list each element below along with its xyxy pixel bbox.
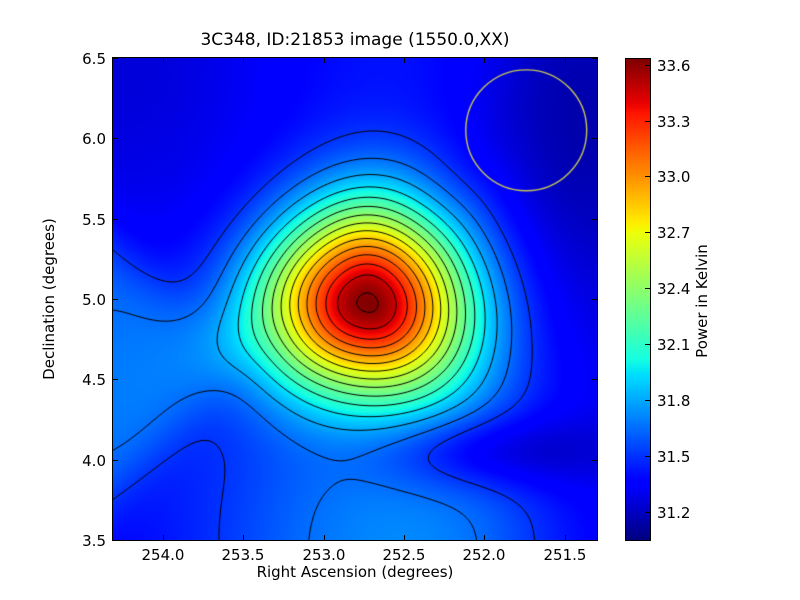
colorbar-tick-label: 31.5 xyxy=(657,448,691,466)
colorbar-tick-label: 31.8 xyxy=(657,392,691,410)
y-tick-label: 6.0 xyxy=(82,130,106,148)
colorbar-tick-mark xyxy=(645,288,650,289)
y-tick-mark xyxy=(113,138,118,139)
y-tick-mark xyxy=(113,299,118,300)
x-tick-label: 252.0 xyxy=(462,546,506,564)
y-tick-mark xyxy=(113,219,118,220)
x-tick-mark-top xyxy=(484,58,485,63)
y-tick-mark-right xyxy=(592,58,597,59)
colorbar-tick-mark xyxy=(645,456,650,457)
heatmap-canvas xyxy=(112,57,598,541)
y-tick-label: 3.5 xyxy=(82,532,106,550)
colorbar-tick-label: 32.7 xyxy=(657,224,691,242)
y-tick-mark-right xyxy=(592,540,597,541)
x-tick-mark-top xyxy=(565,58,566,63)
x-tick-mark xyxy=(163,535,164,540)
y-tick-mark xyxy=(113,540,118,541)
colorbar-label: Power in Kelvin xyxy=(693,244,711,358)
colorbar-tick-mark xyxy=(645,344,650,345)
x-tick-mark xyxy=(484,535,485,540)
x-tick-mark xyxy=(565,535,566,540)
colorbar-tick-label: 31.2 xyxy=(657,504,691,522)
x-tick-mark-top xyxy=(163,58,164,63)
x-tick-mark xyxy=(324,535,325,540)
colorbar-tick-mark xyxy=(645,400,650,401)
x-axis-label: Right Ascension (degrees) xyxy=(256,563,454,581)
x-tick-mark-top xyxy=(324,58,325,63)
y-tick-mark xyxy=(113,379,118,380)
x-tick-mark-top xyxy=(404,58,405,63)
x-tick-label: 252.5 xyxy=(382,546,426,564)
y-tick-mark-right xyxy=(592,299,597,300)
y-tick-mark-right xyxy=(592,379,597,380)
colorbar-tick-mark xyxy=(645,176,650,177)
colorbar-tick-mark xyxy=(645,121,650,122)
colorbar-tick-label: 32.4 xyxy=(657,280,691,298)
colorbar-tick-label: 33.0 xyxy=(657,168,691,186)
x-tick-mark-top xyxy=(243,58,244,63)
y-tick-label: 5.5 xyxy=(82,211,106,229)
x-tick-label: 254.0 xyxy=(141,546,185,564)
colorbar-tick-mark xyxy=(645,232,650,233)
colorbar-canvas xyxy=(625,58,651,541)
colorbar-tick-mark xyxy=(645,65,650,66)
y-tick-mark-right xyxy=(592,138,597,139)
y-tick-label: 5.0 xyxy=(82,291,106,309)
colorbar-tick-label: 33.3 xyxy=(657,113,691,131)
y-tick-mark xyxy=(113,58,118,59)
y-tick-label: 4.0 xyxy=(82,452,106,470)
x-tick-label: 253.5 xyxy=(221,546,265,564)
y-tick-label: 6.5 xyxy=(82,50,106,68)
colorbar-tick-label: 33.6 xyxy=(657,57,691,75)
colorbar-tick-mark xyxy=(645,512,650,513)
x-tick-mark xyxy=(243,535,244,540)
plot-title: 3C348, ID:21853 image (1550.0,XX) xyxy=(200,30,510,50)
x-tick-label: 251.5 xyxy=(543,546,587,564)
y-tick-mark xyxy=(113,460,118,461)
x-tick-label: 253.0 xyxy=(302,546,346,564)
y-tick-mark-right xyxy=(592,460,597,461)
x-tick-mark xyxy=(404,535,405,540)
colorbar-tick-label: 32.1 xyxy=(657,336,691,354)
y-tick-mark-right xyxy=(592,219,597,220)
y-tick-label: 4.5 xyxy=(82,371,106,389)
